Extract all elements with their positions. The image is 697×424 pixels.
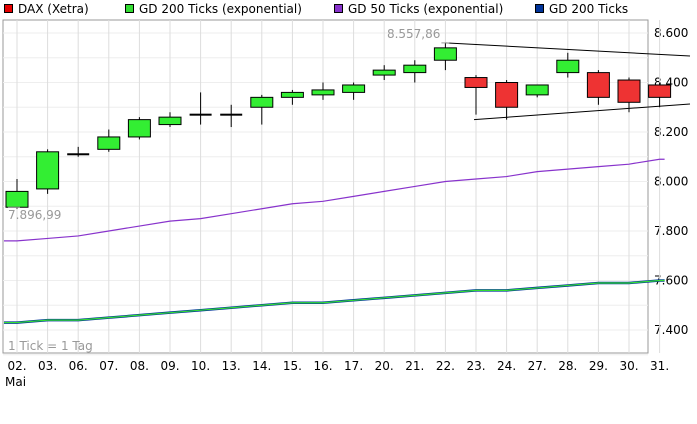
candle-body <box>586 72 610 98</box>
legend-swatch <box>334 4 343 13</box>
x-tick-label: 07. <box>99 359 118 373</box>
y-tick-label: 7.600 <box>654 274 688 288</box>
high-value-label: 8.557,86 <box>387 27 440 41</box>
trendline-upper <box>445 42 691 57</box>
legend-swatch <box>125 4 134 13</box>
x-tick-label: 14. <box>252 359 271 373</box>
legend-label: GD 50 Ticks (exponential) <box>348 2 504 16</box>
legend-label: GD 200 Ticks <box>549 2 629 16</box>
candle-body <box>36 151 60 190</box>
candle-body <box>311 89 335 96</box>
x-tick-label: 16. <box>313 359 332 373</box>
x-tick-label: 28. <box>558 359 577 373</box>
x-tick-label: 02. <box>7 359 26 373</box>
trendline-lower <box>473 103 691 121</box>
legend-swatch <box>535 4 544 13</box>
candle-body <box>220 113 243 116</box>
candle-body <box>464 77 488 88</box>
low-value-label: 7.896,99 <box>8 208 61 222</box>
y-tick-label: 8.600 <box>654 26 688 40</box>
x-tick-label: 21. <box>405 359 424 373</box>
candle-body <box>97 136 121 150</box>
candle-body <box>342 84 366 93</box>
x-tick-label: 22. <box>436 359 455 373</box>
x-tick-label: 17. <box>344 359 363 373</box>
series-gd50-exponential <box>4 158 665 242</box>
candle-body <box>189 113 212 116</box>
candle-body <box>280 91 304 98</box>
x-tick-label: 10. <box>191 359 210 373</box>
x-tick-label: 15. <box>283 359 302 373</box>
legend-swatch <box>4 4 13 13</box>
candle-body <box>250 96 274 108</box>
candle-body <box>127 119 151 138</box>
candle-body <box>372 69 396 76</box>
candle-body <box>525 84 549 96</box>
y-tick-label: 7.400 <box>654 323 688 337</box>
x-tick-label: 20. <box>375 359 394 373</box>
y-tick-label: 8.200 <box>654 125 688 139</box>
x-tick-label: 09. <box>160 359 179 373</box>
candle-body <box>556 59 580 74</box>
x-tick-label: 29. <box>589 359 608 373</box>
plot-area <box>2 19 649 354</box>
legend-label: GD 200 Ticks (exponential) <box>139 2 302 16</box>
series-gd200-exponential <box>4 279 665 324</box>
candle-body <box>648 84 672 98</box>
legend-label: DAX (Xetra) <box>18 2 89 16</box>
y-tick-label: 7.800 <box>654 224 688 238</box>
x-tick-label: 23. <box>466 359 485 373</box>
x-tick-label: 08. <box>130 359 149 373</box>
x-tick-label: 31. <box>650 359 669 373</box>
candle-body <box>67 153 90 156</box>
candle-body <box>617 79 641 103</box>
x-tick-label: 03. <box>38 359 57 373</box>
candle-body <box>433 47 457 61</box>
candle-body <box>495 82 519 108</box>
candle-body <box>158 116 182 126</box>
x-month-label: Mai <box>5 375 26 389</box>
candle-body <box>403 64 427 74</box>
y-tick-label: 8.000 <box>654 175 688 189</box>
x-tick-label: 27. <box>528 359 547 373</box>
x-tick-label: 06. <box>69 359 88 373</box>
tick-footnote: 1 Tick = 1 Tag <box>8 339 93 353</box>
x-tick-label: 24. <box>497 359 516 373</box>
chart-legend: DAX (Xetra) GD 200 Ticks (exponential) GD … <box>0 0 697 18</box>
x-tick-label: 30. <box>619 359 638 373</box>
candle-body <box>5 190 29 208</box>
x-tick-label: 13. <box>222 359 241 373</box>
